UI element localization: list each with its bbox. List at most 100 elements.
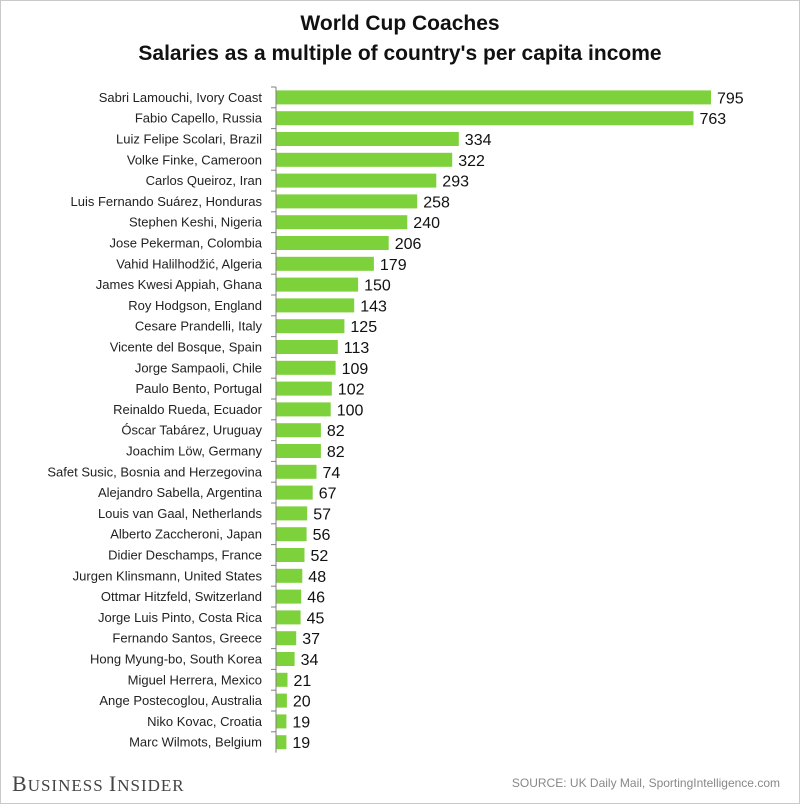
bar <box>276 527 307 542</box>
value-label: 258 <box>423 194 450 211</box>
bar <box>276 589 302 604</box>
category-label: Vahid Halilhodžić, Algeria <box>116 256 262 271</box>
category-label: Jorge Sampaoli, Chile <box>135 360 262 375</box>
bar <box>276 90 711 105</box>
bar <box>276 277 359 292</box>
value-label: 100 <box>337 402 364 419</box>
value-label: 37 <box>302 631 320 648</box>
value-label: 52 <box>311 548 329 565</box>
bar <box>276 548 305 562</box>
category-label: Paulo Bento, Portugal <box>136 381 263 396</box>
bar <box>276 444 321 458</box>
bar <box>276 568 303 583</box>
category-label: Jurgen Klinsmann, United States <box>73 568 263 583</box>
value-label: 21 <box>294 673 312 690</box>
bar <box>276 132 459 146</box>
value-label: 45 <box>307 610 325 627</box>
category-label: Joachim Löw, Germany <box>126 444 262 459</box>
category-label: Ottmar Hitzfeld, Switzerland <box>101 589 262 604</box>
bar <box>276 652 295 666</box>
bar <box>276 464 317 479</box>
value-label: 143 <box>360 298 387 315</box>
bar <box>276 735 287 750</box>
value-label: 125 <box>350 319 377 336</box>
category-label: Miguel Herrera, Mexico <box>128 672 262 687</box>
category-label: James Kwesi Appiah, Ghana <box>96 277 263 292</box>
value-label: 113 <box>344 340 370 357</box>
value-label: 20 <box>293 694 311 711</box>
chart-title: World Cup Coaches <box>300 12 500 35</box>
value-label: 763 <box>700 111 727 128</box>
source-note: SOURCE: UK Daily Mail, SportingIntellige… <box>511 776 780 790</box>
value-label: 74 <box>323 465 341 482</box>
category-label: Fabio Capello, Russia <box>135 111 263 126</box>
category-label: Luiz Felipe Scolari, Brazil <box>116 132 262 147</box>
bar <box>276 672 288 687</box>
value-label: 34 <box>301 652 319 669</box>
value-label: 293 <box>442 174 469 191</box>
value-label: 150 <box>364 278 391 295</box>
category-label: Óscar Tabárez, Uruguay <box>121 423 262 438</box>
value-label: 46 <box>307 590 325 607</box>
value-label: 19 <box>292 714 310 731</box>
bar <box>276 173 437 188</box>
category-label: Sabri Lamouchi, Ivory Coast <box>99 90 263 105</box>
category-label: Reinaldo Rueda, Ecuador <box>113 402 263 417</box>
category-label: Luis Fernando Suárez, Honduras <box>70 194 262 209</box>
bar <box>276 152 453 167</box>
value-label: 82 <box>327 423 345 440</box>
value-label: 206 <box>395 236 422 253</box>
category-label: Stephen Keshi, Nigeria <box>129 215 263 230</box>
bar <box>276 194 418 209</box>
bar <box>276 714 287 729</box>
bar <box>276 360 336 375</box>
bar <box>276 215 408 230</box>
category-label: Jorge Luis Pinto, Costa Rica <box>98 610 263 625</box>
category-label: Safet Susic, Bosnia and Herzegovina <box>47 464 262 479</box>
value-label: 56 <box>313 527 331 544</box>
bar <box>276 319 345 334</box>
value-label: 67 <box>319 486 337 503</box>
value-label: 109 <box>342 361 369 378</box>
bar <box>276 610 301 625</box>
bar <box>276 693 287 708</box>
category-label: Louis van Gaal, Netherlands <box>98 506 263 521</box>
bar <box>276 111 694 126</box>
bar <box>276 423 321 438</box>
category-label: Hong Myung-bo, South Korea <box>90 652 263 667</box>
category-label: Jose Pekerman, Colombia <box>110 236 263 251</box>
bar <box>276 298 355 313</box>
value-label: 57 <box>313 506 331 523</box>
category-label: Alberto Zaccheroni, Japan <box>110 527 262 542</box>
category-label: Roy Hodgson, England <box>128 298 262 313</box>
category-label: Carlos Queiroz, Iran <box>146 173 262 188</box>
value-label: 48 <box>308 569 326 586</box>
business-insider-logo: BUSINESS INSIDER <box>12 771 185 796</box>
category-label: Vicente del Bosque, Spain <box>110 340 262 355</box>
value-label: 19 <box>292 735 310 752</box>
bar <box>276 485 313 500</box>
bar <box>276 506 308 521</box>
value-label: 795 <box>717 90 744 107</box>
value-label: 102 <box>338 382 365 399</box>
category-label: Alejandro Sabella, Argentina <box>98 485 263 500</box>
category-label: Ange Postecoglou, Australia <box>99 693 262 708</box>
value-label: 334 <box>465 132 492 149</box>
category-label: Marc Wilmots, Belgium <box>129 735 262 750</box>
category-label: Cesare Prandelli, Italy <box>135 319 263 334</box>
bar <box>276 256 374 271</box>
category-label: Fernando Santos, Greece <box>112 631 262 646</box>
category-label: Volke Finke, Cameroon <box>127 152 262 167</box>
value-label: 322 <box>458 153 485 170</box>
value-label: 179 <box>380 257 407 274</box>
category-label: Niko Kovac, Croatia <box>147 714 263 729</box>
bar <box>276 340 338 354</box>
bar <box>276 236 389 250</box>
value-label: 82 <box>327 444 345 461</box>
category-label: Didier Deschamps, France <box>108 548 262 563</box>
bar <box>276 402 331 417</box>
value-label: 240 <box>413 215 440 232</box>
bar <box>276 631 297 646</box>
bar <box>276 381 332 396</box>
